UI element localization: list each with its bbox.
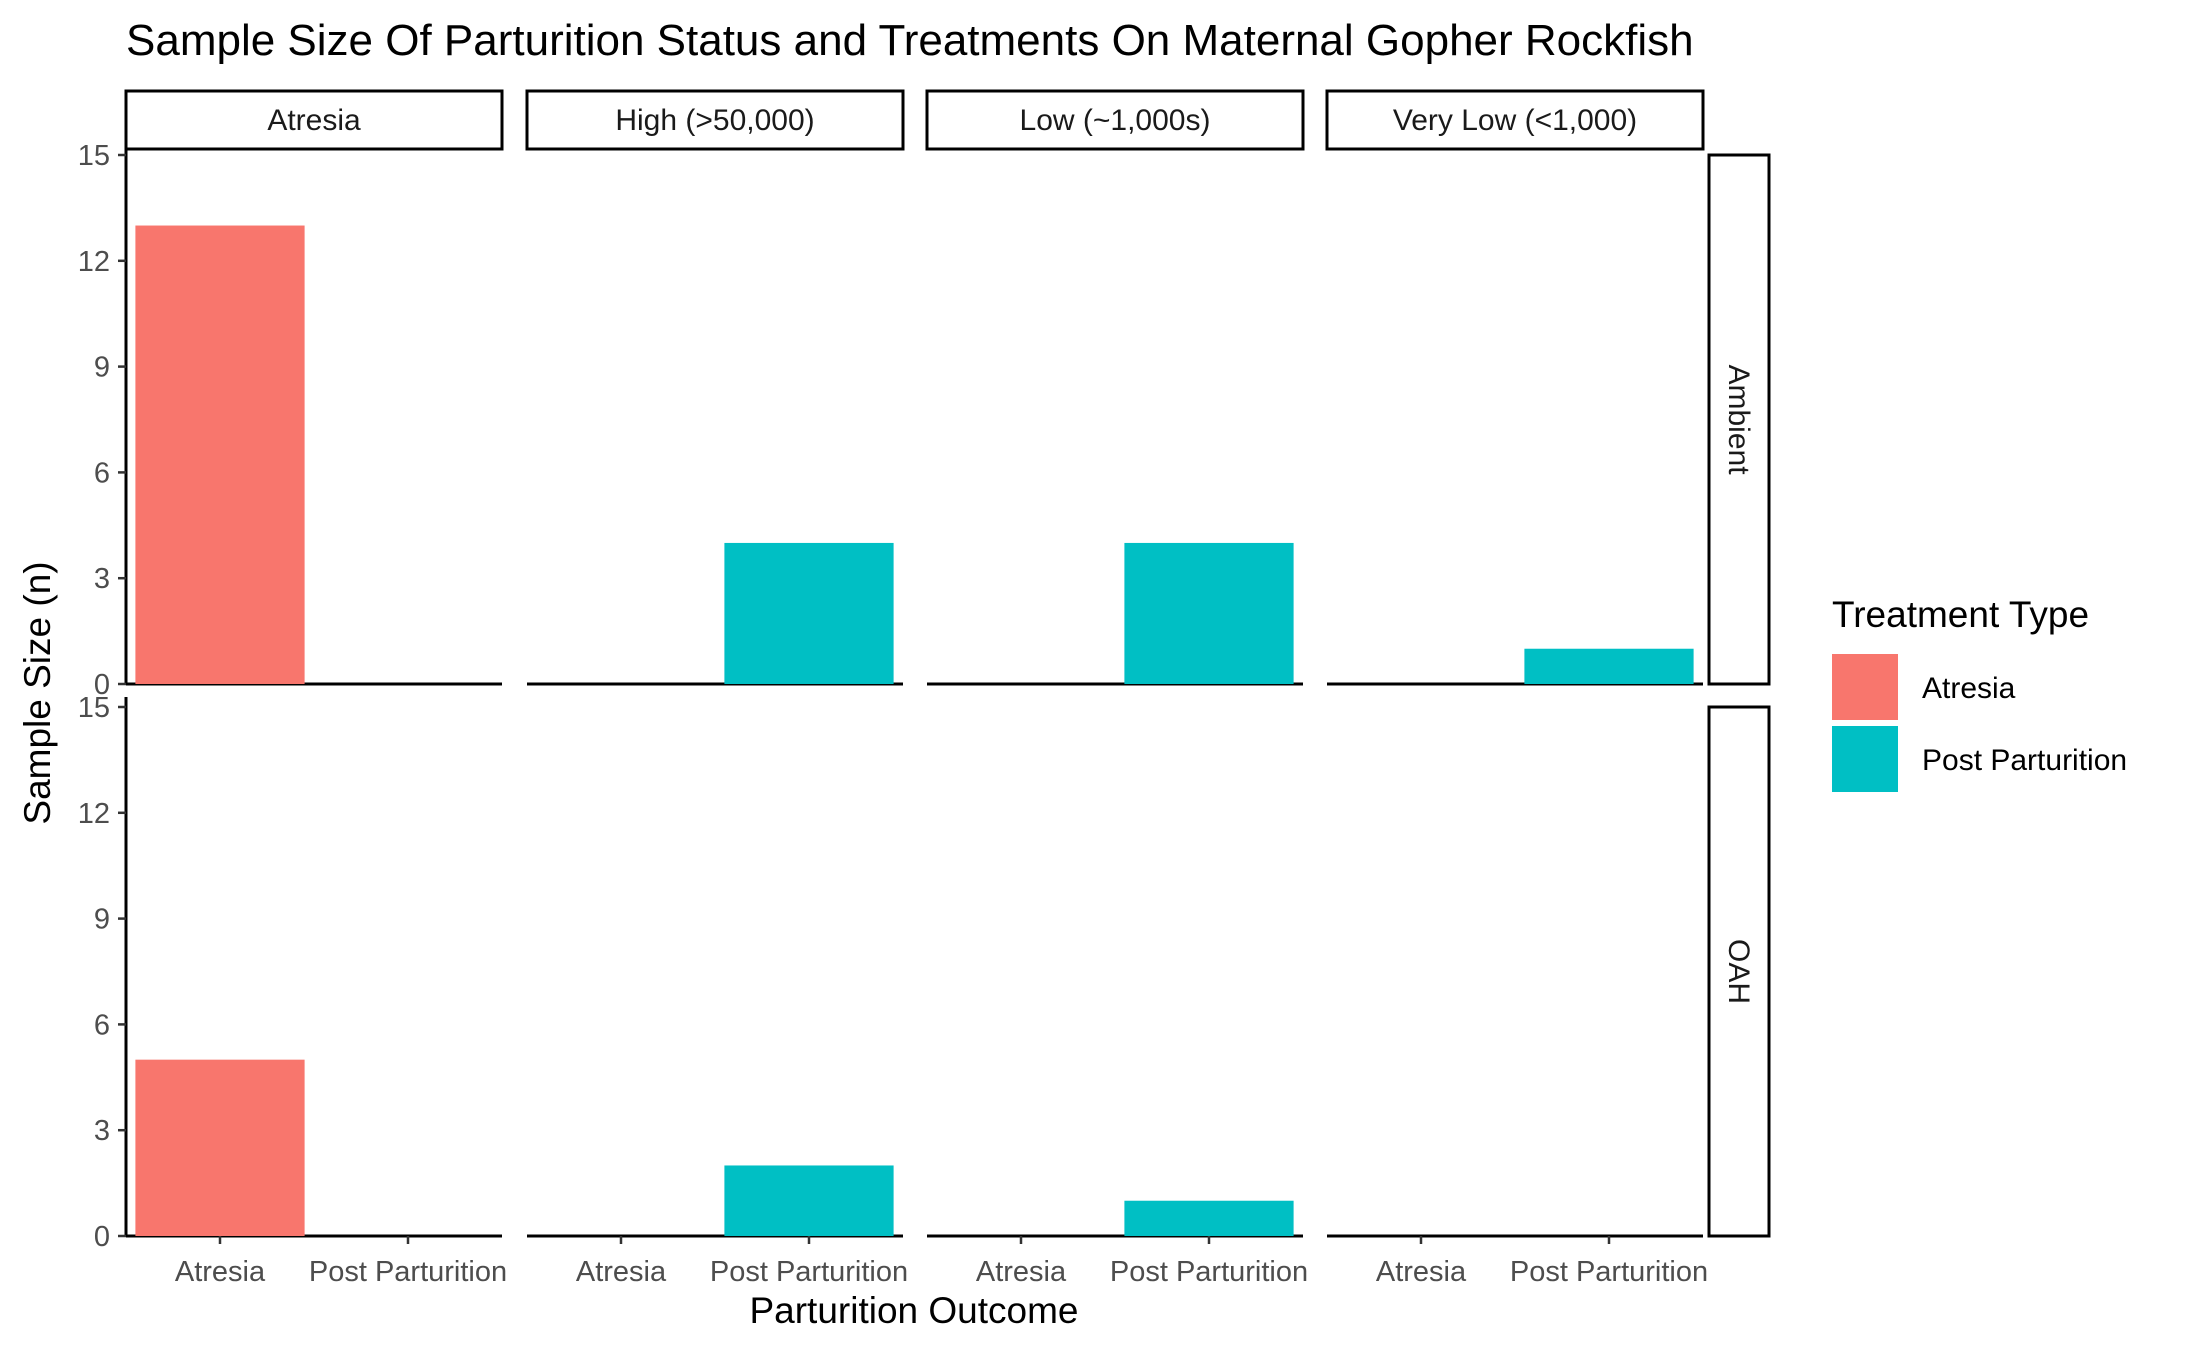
x-tick-label-very-low-1-000-atresia: Atresia (1376, 1256, 1467, 1288)
row-strip-label-ambient: Ambient (1722, 364, 1755, 475)
row-strip-label-oah: OAH (1722, 939, 1755, 1004)
y-tick-label-oah-15: 15 (78, 692, 110, 724)
bar-ambient-very-low-1-000-post-parturition (1524, 648, 1694, 684)
legend-label-post-parturition: Post Parturition (1922, 744, 2127, 777)
x-tick-label-high-50-000-atresia: Atresia (576, 1256, 667, 1288)
y-axis-title: Sample Size (n) (17, 561, 58, 824)
column-strip-label-low-1-000s: Low (~1,000s) (1020, 104, 1211, 137)
y-tick-label-ambient-0: 0 (94, 669, 110, 701)
y-tick-label-ambient-6: 6 (94, 457, 110, 489)
y-tick-label-oah-0: 0 (94, 1221, 110, 1253)
x-tick-label-atresia-post-parturition: Post Parturition (309, 1256, 507, 1288)
bar-ambient-atresia-atresia (135, 225, 305, 685)
panels-layer: Atresia High (>50,000) Low (~1,000s) Very L… (78, 89, 1771, 1288)
bar-oah-high-50-000-post-parturition (724, 1165, 894, 1236)
legend-label-atresia: Atresia (1922, 672, 2016, 705)
column-strip-low-1-000s (925, 89, 1305, 151)
row-strip-ambient (1707, 153, 1771, 686)
legend-key-atresia (1832, 654, 1898, 720)
column-strip-very-low-1-000 (1325, 89, 1705, 151)
x-tick-label-very-low-1-000-post-parturition: Post Parturition (1510, 1256, 1708, 1288)
y-tick-label-ambient-12: 12 (78, 246, 110, 278)
column-strip-atresia (124, 89, 504, 151)
x-tick-label-high-50-000-post-parturition: Post Parturition (710, 1256, 908, 1288)
y-tick-label-oah-3: 3 (94, 1115, 110, 1147)
y-tick-label-oah-6: 6 (94, 1009, 110, 1041)
row-strip-oah (1707, 705, 1771, 1238)
chart-title: Sample Size Of Parturition Status and Tr… (126, 16, 1694, 65)
y-tick-label-oah-9: 9 (94, 904, 110, 936)
y-tick-label-ambient-15: 15 (78, 140, 110, 172)
bar-oah-low-1-000s-post-parturition (1124, 1200, 1294, 1236)
x-tick-label-low-1-000s-post-parturition: Post Parturition (1110, 1256, 1308, 1288)
y-tick-label-ambient-3: 3 (94, 563, 110, 595)
column-strip-label-atresia: Atresia (267, 104, 361, 137)
legend: Treatment Type Atresia Post Parturition (1832, 594, 2127, 792)
bar-ambient-high-50-000-post-parturition (724, 542, 894, 684)
bar-oah-atresia-atresia (135, 1059, 305, 1236)
x-tick-label-atresia-atresia: Atresia (175, 1256, 266, 1288)
legend-title: Treatment Type (1832, 594, 2089, 635)
legend-key-post-parturition (1832, 726, 1898, 792)
column-strip-label-high-50-000: High (>50,000) (615, 104, 814, 137)
y-tick-label-ambient-9: 9 (94, 352, 110, 384)
column-strip-label-very-low-1-000: Very Low (<1,000) (1393, 104, 1637, 137)
y-tick-label-oah-12: 12 (78, 798, 110, 830)
column-strip-high-50-000 (525, 89, 905, 151)
x-tick-label-low-1-000s-atresia: Atresia (976, 1256, 1067, 1288)
x-axis-title: Parturition Outcome (749, 1290, 1078, 1331)
bar-ambient-low-1-000s-post-parturition (1124, 542, 1294, 684)
